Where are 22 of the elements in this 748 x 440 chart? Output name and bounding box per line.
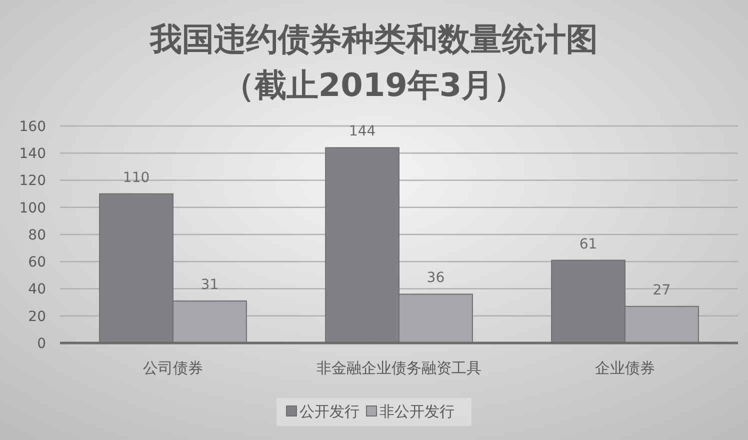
data-label: 31 xyxy=(200,276,219,293)
y-tick-label: 80 xyxy=(28,227,46,244)
legend-label: 公开发行 xyxy=(300,402,360,420)
data-label: 144 xyxy=(348,124,376,140)
y-tick-label: 40 xyxy=(28,282,46,298)
y-tick-label: 120 xyxy=(19,173,46,190)
x-tick-label: 非金融企业债务融资工具 xyxy=(316,359,482,377)
y-tick-label: 100 xyxy=(19,200,46,216)
chart-title: 我国违约债券种类和数量统计图 xyxy=(149,20,598,58)
y-tick-label: 60 xyxy=(28,254,46,271)
data-label: 27 xyxy=(652,282,671,298)
data-label: 61 xyxy=(579,236,598,252)
legend-label: 非公开发行 xyxy=(380,402,454,420)
x-tick-label: 公司债券 xyxy=(143,359,203,377)
y-tick-label: 20 xyxy=(28,308,46,325)
data-label: 36 xyxy=(426,270,445,286)
y-tick-label: 160 xyxy=(19,118,46,135)
y-tick-label: 140 xyxy=(19,146,46,162)
y-tick-label: 0 xyxy=(37,336,46,352)
x-tick-label: 企业债券 xyxy=(595,359,655,377)
data-label: 110 xyxy=(122,170,150,186)
chart-subtitle: （截止2019年3月） xyxy=(222,66,526,104)
